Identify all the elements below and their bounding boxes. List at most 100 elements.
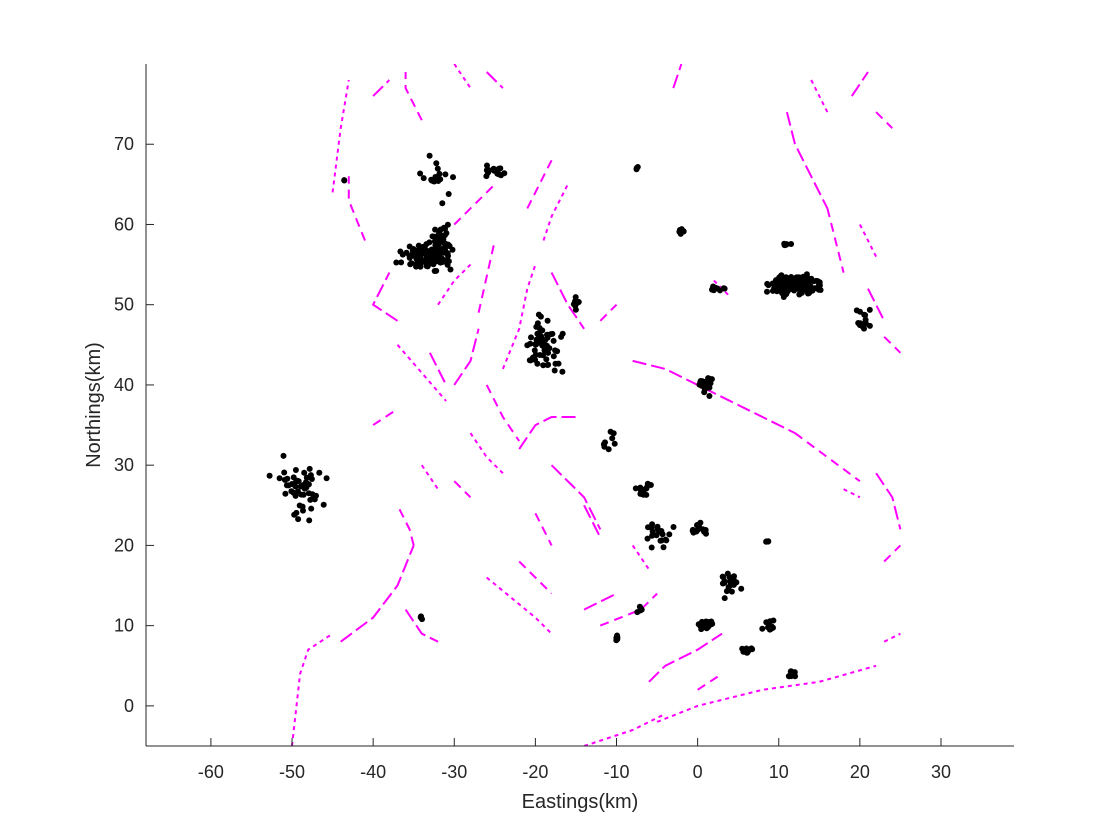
earthquake-point — [528, 334, 534, 341]
earthquake-point — [408, 260, 415, 267]
earthquake-point — [433, 160, 440, 167]
earthquake-point — [300, 491, 307, 498]
x-tick-label: 10 — [769, 762, 789, 782]
earthquake-point — [412, 253, 419, 260]
earthquake-point — [530, 354, 536, 361]
x-tick-label: 0 — [693, 762, 703, 782]
earthquake-point — [766, 626, 773, 633]
earthquake-point — [436, 258, 443, 265]
y-tick-label: 50 — [114, 295, 134, 315]
earthquake-point — [554, 348, 561, 355]
earthquake-point — [536, 325, 543, 331]
earthquake-point — [316, 469, 323, 476]
fault-line — [794, 432, 861, 483]
earthquake-point — [417, 614, 424, 621]
earthquake-point — [303, 474, 310, 481]
earthquake-point — [544, 317, 551, 324]
earthquake-point — [609, 435, 616, 442]
earthquake-point — [432, 174, 439, 180]
earthquake-point — [398, 259, 405, 266]
earthquake-point — [447, 266, 454, 273]
x-tick-label: 20 — [850, 762, 870, 782]
earthquake-point — [307, 496, 314, 503]
fault-line — [396, 504, 415, 546]
fault-line — [485, 384, 521, 442]
earthquake-point — [406, 254, 413, 261]
earthquake-point — [266, 472, 273, 479]
fault-line — [875, 472, 902, 530]
earthquake-point — [574, 300, 581, 306]
earthquake-point — [538, 335, 545, 342]
fault-line — [404, 72, 423, 121]
earthquake-point — [292, 467, 299, 473]
earthquake-point — [614, 632, 621, 639]
earthquake-point — [748, 645, 755, 652]
earthquake-point — [724, 570, 731, 577]
earthquake-point — [417, 260, 424, 267]
earthquake-point — [861, 325, 867, 332]
fault-line — [550, 272, 585, 330]
earthquake-point — [720, 574, 727, 581]
earthquake-point — [540, 362, 547, 369]
earthquake-point — [534, 330, 541, 337]
earthquake-point — [494, 170, 501, 177]
earthquake-point — [705, 375, 712, 382]
earthquake-point — [431, 253, 438, 260]
fault-line — [453, 328, 480, 386]
earthquake-point — [544, 346, 551, 353]
earthquake-point — [764, 280, 771, 287]
earthquake-point — [785, 285, 792, 292]
earthquake-point — [776, 287, 783, 294]
x-tick-label: -20 — [522, 762, 548, 782]
fault-line — [859, 224, 877, 258]
earthquake-point — [862, 316, 869, 323]
earthquake-point — [524, 342, 531, 349]
earthquake-point — [432, 226, 439, 233]
earthquake-point — [555, 360, 562, 367]
earthquake-point — [728, 588, 735, 595]
fault-line — [697, 672, 723, 691]
earthquake-point — [572, 306, 579, 313]
earthquake-point — [535, 311, 542, 318]
earthquake-point — [788, 241, 795, 247]
earthquake-point — [449, 246, 456, 253]
earthquake-point — [397, 248, 404, 255]
earthquake-point — [694, 521, 701, 528]
earthquake-point — [550, 353, 557, 360]
earthquake-point — [303, 484, 310, 491]
earthquake-point — [632, 485, 639, 492]
y-tick-label: 0 — [124, 696, 134, 716]
earthquake-point — [797, 286, 804, 293]
earthquake-point — [291, 511, 298, 518]
fault-line — [672, 64, 683, 89]
earthquake-point — [723, 588, 730, 595]
earthquake-point — [721, 579, 728, 586]
earthquake-point — [816, 282, 823, 289]
earthquake-point — [276, 475, 283, 482]
earthquake-point — [429, 233, 436, 240]
y-tick-label: 10 — [114, 616, 134, 636]
earthquake-point — [699, 624, 706, 631]
fault-line — [477, 240, 496, 313]
earthquake-point — [403, 249, 410, 256]
earthquake-point — [645, 524, 651, 531]
earthquake-point — [776, 274, 783, 281]
earthquake-point — [759, 625, 766, 632]
fault-line — [469, 432, 504, 474]
earthquake-point — [644, 535, 651, 542]
earthquake-point — [550, 337, 557, 344]
earthquake-point — [791, 287, 798, 294]
earthquake-point — [434, 165, 441, 172]
earthquake-point — [666, 531, 673, 538]
earthquake-point — [323, 475, 330, 482]
earthquake-point — [445, 241, 452, 248]
earthquake-point — [444, 250, 451, 257]
earthquake-point — [433, 267, 440, 274]
earthquake-point — [484, 162, 490, 169]
fault-line — [291, 632, 334, 746]
earthquake-point — [549, 330, 556, 337]
fault-line — [453, 480, 472, 499]
earthquake-point — [649, 532, 656, 539]
earthquake-point — [436, 249, 443, 255]
earthquake-point — [717, 287, 723, 294]
